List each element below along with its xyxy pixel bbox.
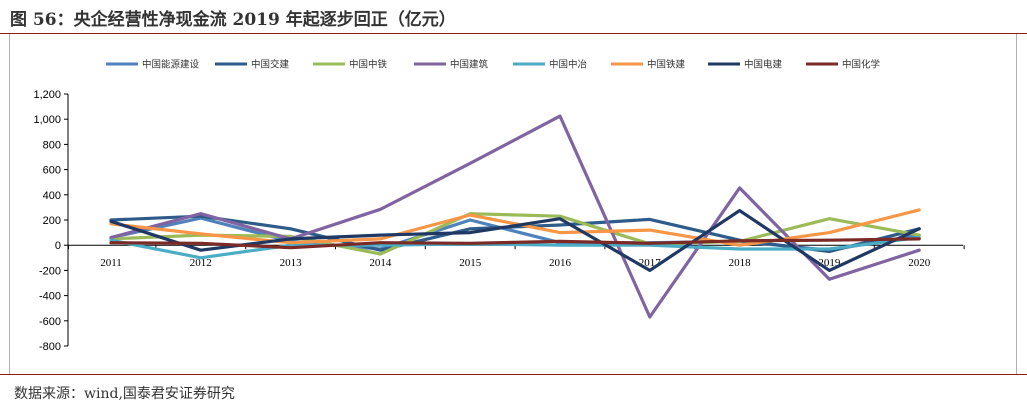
series-line-3	[109, 212, 921, 256]
chart-legend: 中国能源建设 中国交建 中国中铁 中国建筑 中国中冶 中国铁建 中国电建 中国化学	[106, 59, 880, 71]
legend-label: 中国电建	[744, 59, 783, 71]
x-tick-label: 2015	[459, 257, 482, 269]
x-tick-label: 2016	[549, 257, 572, 269]
y-tick-label: 400	[43, 190, 61, 202]
legend-item: 中国中冶	[513, 59, 588, 71]
legend-label: 中国交建	[251, 59, 290, 71]
legend-item: 中国能源建设	[106, 59, 200, 71]
y-tick-label: 1,200	[33, 89, 61, 101]
y-tick-label: -800	[39, 341, 61, 353]
y-tick-label: -400	[39, 291, 61, 303]
legend-item: 中国建筑	[414, 59, 489, 71]
legend-label: 中国中冶	[549, 59, 588, 71]
x-tick-label: 2020	[908, 257, 931, 269]
x-tick-label: 2012	[190, 257, 212, 269]
chart-frame	[9, 34, 1017, 374]
series-line-5	[109, 236, 921, 260]
x-tick-label: 2018	[729, 257, 752, 269]
figure-title: 图 56：央企经营性净现金流 2019 年起逐步回正（亿元）	[10, 10, 456, 30]
x-tick-label: 2011	[100, 257, 122, 269]
y-tick-label: -600	[39, 316, 61, 328]
y-tick-label: 800	[43, 139, 61, 151]
legend-label: 中国建筑	[450, 59, 489, 71]
y-tick-label: 0	[55, 240, 61, 252]
y-tick-label: 200	[43, 215, 61, 227]
series-lines	[109, 114, 921, 319]
legend-label: 中国化学	[842, 59, 880, 71]
y-axis: -800 -600 -400 -200 0 200 400 600 800 1,000 1,200	[33, 89, 69, 353]
series-line-8	[109, 237, 921, 250]
legend-label: 中国铁建	[647, 59, 686, 71]
y-tick-label: 1,000	[33, 114, 61, 126]
title-bar: 图 56：央企经营性净现金流 2019 年起逐步回正（亿元）	[0, 0, 1027, 34]
legend-label: 中国能源建设	[142, 59, 200, 71]
data-source: 数据来源：wind,国泰君安证券研究	[14, 386, 235, 402]
legend-item: 中国化学	[806, 59, 880, 71]
legend-item: 中国铁建	[611, 59, 686, 71]
legend-label: 中国中铁	[349, 59, 388, 71]
y-tick-label: -200	[39, 265, 61, 277]
y-tick-label: 600	[43, 165, 61, 177]
footer-bar: 数据来源：wind,国泰君安证券研究	[0, 374, 1027, 412]
series-line-4	[109, 114, 921, 319]
legend-item: 中国交建	[215, 59, 290, 71]
x-tick-label: 2014	[369, 257, 392, 269]
legend-item: 中国电建	[708, 59, 783, 71]
legend-item: 中国中铁	[313, 59, 388, 71]
x-tick-label: 2013	[280, 257, 303, 269]
